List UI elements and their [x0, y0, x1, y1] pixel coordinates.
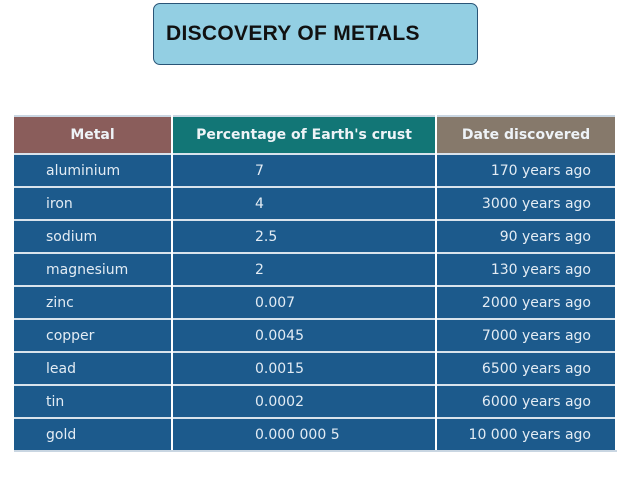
title-box: DISCOVERY OF METALS — [153, 3, 478, 65]
column-header: Metal — [14, 116, 173, 154]
table-row: magnesium 2 130 years ago — [14, 252, 617, 286]
table-cell: 0.000 000 5 — [172, 417, 437, 452]
table-cell: 2 — [172, 252, 437, 286]
table-cell: sodium — [14, 219, 173, 253]
table-body: aluminium 7 170 years ago iron 4 3000 years a… — [14, 153, 617, 452]
table-row: aluminium 7 170 years ago — [14, 153, 617, 187]
table-row: iron 4 3000 years ago — [14, 186, 617, 220]
table-cell: 2.5 — [172, 219, 437, 253]
table-cell: 4 — [172, 186, 437, 220]
column-header: Date discovered — [436, 116, 617, 154]
table-cell: lead — [14, 351, 173, 385]
table-cell: gold — [14, 417, 173, 452]
table-cell: aluminium — [14, 153, 173, 187]
table-cell: 6500 years ago — [436, 351, 617, 385]
table-cell: tin — [14, 384, 173, 418]
table-cell: 2000 years ago — [436, 285, 617, 319]
table-row: zinc 0.007 2000 years ago — [14, 285, 617, 319]
metals-table: Metal Percentage of Earth's crust Date dis… — [14, 115, 617, 452]
table-cell: 6000 years ago — [436, 384, 617, 418]
table-cell: 10 000 years ago — [436, 417, 617, 452]
table-row: tin 0.0002 6000 years ago — [14, 384, 617, 418]
table-cell: 0.0002 — [172, 384, 437, 418]
table-row: lead 0.0015 6500 years ago — [14, 351, 617, 385]
table-cell: copper — [14, 318, 173, 352]
table-row: sodium 2.5 90 years ago — [14, 219, 617, 253]
column-header: Percentage of Earth's crust — [172, 116, 437, 154]
table-cell: 130 years ago — [436, 252, 617, 286]
table-cell: iron — [14, 186, 173, 220]
title: DISCOVERY OF METALS — [166, 22, 420, 45]
table-cell: 170 years ago — [436, 153, 617, 187]
table-row: gold 0.000 000 5 10 000 years ago — [14, 417, 617, 452]
table-cell: 7 — [172, 153, 437, 187]
table-cell: 0.007 — [172, 285, 437, 319]
table-cell: 7000 years ago — [436, 318, 617, 352]
table-cell: 0.0045 — [172, 318, 437, 352]
table-cell: 3000 years ago — [436, 186, 617, 220]
table-cell: magnesium — [14, 252, 173, 286]
table-row: copper 0.0045 7000 years ago — [14, 318, 617, 352]
table-cell: 0.0015 — [172, 351, 437, 385]
table-cell: 90 years ago — [436, 219, 617, 253]
table-cell: zinc — [14, 285, 173, 319]
header-row: Metal Percentage of Earth's crust Date dis… — [14, 116, 617, 154]
